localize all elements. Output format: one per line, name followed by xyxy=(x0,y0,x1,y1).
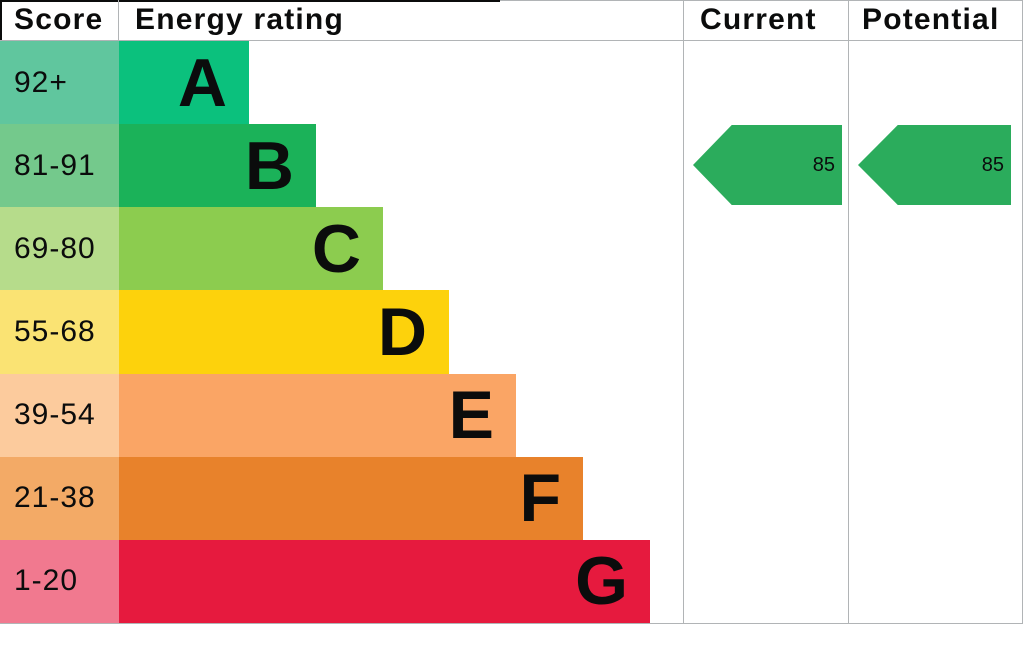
top-border-light xyxy=(500,0,1023,1)
score-cell: 81-91 xyxy=(0,124,119,208)
header-potential: Potential xyxy=(862,3,1000,36)
band-bar: A xyxy=(119,41,249,125)
score-range-label: 55-68 xyxy=(14,314,96,348)
band-rows: 92+ A 81-91 B 69-80 C 55-68 D 39-54 E 21… xyxy=(0,41,1024,623)
header-current: Current xyxy=(700,3,817,36)
header-bottom-border xyxy=(0,40,1023,41)
score-range-label: 1-20 xyxy=(14,564,79,598)
band-bar: F xyxy=(119,456,583,540)
divider-score-energy xyxy=(118,0,119,40)
score-range-label: 81-91 xyxy=(14,148,96,182)
band-bar: C xyxy=(119,207,383,291)
score-cell: 1-20 xyxy=(0,539,119,623)
band-bar: B xyxy=(119,124,316,208)
right-border xyxy=(1022,0,1023,623)
band-bar: E xyxy=(119,373,516,457)
header-energy-rating: Energy rating xyxy=(135,3,344,36)
band-row-a: 92+ A xyxy=(0,41,1024,125)
score-range-label: 69-80 xyxy=(14,231,96,265)
potential-rating-value: 85 xyxy=(981,153,1004,176)
band-row-c: 69-80 C xyxy=(0,207,1024,291)
table-bottom-border xyxy=(0,623,1023,624)
score-range-label: 39-54 xyxy=(14,398,96,432)
score-range-label: 92+ xyxy=(14,65,68,99)
score-range-label: 21-38 xyxy=(14,481,96,515)
score-cell: 92+ xyxy=(0,41,119,125)
band-letter: E xyxy=(448,377,494,454)
band-letter: A xyxy=(177,44,227,121)
current-rating-value: 85 xyxy=(812,153,835,176)
left-border xyxy=(0,0,2,40)
band-row-b: 81-91 B xyxy=(0,124,1024,208)
band-bar: G xyxy=(119,539,650,623)
header-score: Score xyxy=(14,3,104,36)
band-letter: G xyxy=(575,543,628,620)
score-cell: 21-38 xyxy=(0,456,119,540)
score-cell: 39-54 xyxy=(0,373,119,457)
score-cell: 69-80 xyxy=(0,207,119,291)
score-cell: 55-68 xyxy=(0,290,119,374)
band-row-g: 1-20 G xyxy=(0,539,1024,623)
band-letter: C xyxy=(311,210,361,287)
band-row-e: 39-54 E xyxy=(0,373,1024,457)
divider-energy-current xyxy=(683,0,684,623)
band-row-f: 21-38 F xyxy=(0,456,1024,540)
band-letter: B xyxy=(244,127,294,204)
band-letter: F xyxy=(519,460,561,537)
divider-current-potential xyxy=(848,0,849,623)
band-bar: D xyxy=(119,290,449,374)
band-letter: D xyxy=(377,293,427,370)
band-row-d: 55-68 D xyxy=(0,290,1024,374)
top-border xyxy=(0,0,500,2)
